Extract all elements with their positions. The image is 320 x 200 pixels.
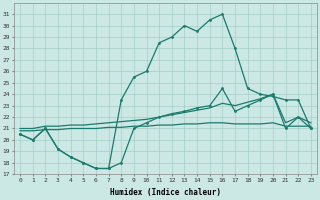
X-axis label: Humidex (Indice chaleur): Humidex (Indice chaleur) [110,188,221,197]
